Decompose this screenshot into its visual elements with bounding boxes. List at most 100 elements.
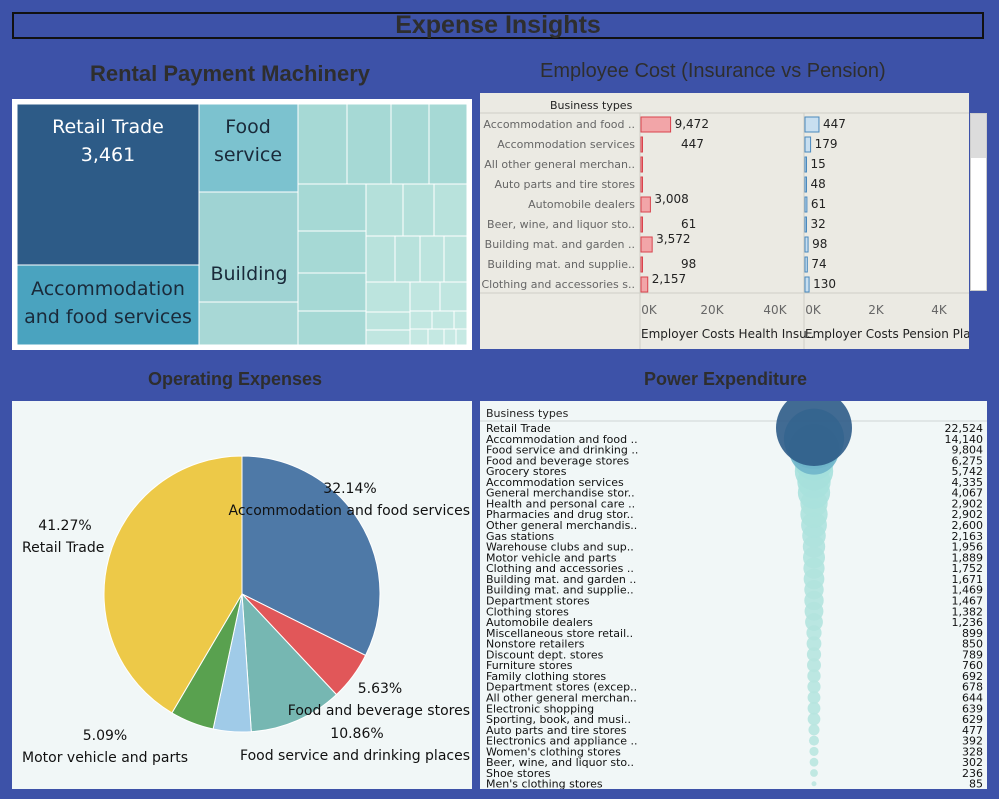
employee-bars: Accommodation and food .. Accommodation s… [481, 116, 948, 317]
power-value-label: 1,382 [952, 605, 984, 618]
power-value-label: 1,467 [952, 594, 984, 607]
power-circle[interactable] [807, 691, 821, 704]
pie-category-label: Motor vehicle and parts [22, 750, 188, 766]
employee-category-label: Beer, wine, and liquor sto.. [487, 218, 635, 231]
employee-bar-label: 15 [811, 157, 826, 171]
power-category-label: Pharmacies and drug stor.. [486, 508, 634, 521]
power-category-label: All other general merchan.. [486, 692, 637, 705]
employee-bar[interactable] [804, 236, 809, 253]
employee-bar[interactable] [640, 176, 643, 193]
power-value-label: 4,067 [952, 487, 984, 500]
pie-category-label: Accommodation and food services [229, 503, 471, 519]
employee-tick-label: 0K [641, 303, 658, 317]
power-circle[interactable] [807, 680, 821, 694]
power-value-label: 1,469 [952, 584, 984, 597]
power-circle[interactable] [807, 658, 821, 673]
power-value-label: 14,140 [945, 433, 984, 446]
power-circle[interactable] [776, 401, 852, 466]
employee-tick-label: 0K [805, 303, 822, 317]
employee-bar[interactable] [804, 196, 808, 213]
employee-bar[interactable] [804, 276, 810, 293]
power-category-label: Nonstore retailers [486, 638, 585, 651]
employee-bar[interactable] [804, 216, 807, 233]
power-category-label: Retail Trade [486, 422, 551, 435]
power-value-label: 692 [962, 670, 983, 683]
pie-pct-label: 5.09% [83, 728, 127, 744]
employee-scroll-thumb[interactable] [971, 114, 986, 158]
power-circle[interactable] [810, 769, 818, 777]
pie-labels: 32.14% Accommodation and food services 5.6… [22, 481, 470, 766]
power-value-label: 789 [962, 648, 983, 661]
employee-bar[interactable] [804, 176, 807, 193]
tm-value-retail: 3,461 [81, 144, 135, 166]
power-category-label: Motor vehicle and parts [486, 551, 617, 564]
employee-bar[interactable] [640, 136, 643, 153]
employee-bar[interactable] [640, 156, 643, 173]
pie-pct-label: 41.27% [38, 518, 91, 534]
employee-bar-label: 130 [813, 277, 836, 291]
power-category-label: Electronic shopping [486, 702, 594, 715]
power-value-label: 1,752 [952, 562, 984, 575]
power-value-label: 85 [969, 778, 983, 789]
employee-bar[interactable] [640, 236, 653, 253]
employee-bar[interactable] [804, 136, 812, 153]
employee-bar[interactable] [640, 276, 649, 293]
tm-cell-food-service[interactable] [198, 103, 299, 193]
power-category-label: Gas stations [486, 530, 554, 543]
employee-category-label: Clothing and accessories s.. [481, 278, 635, 291]
power-circle[interactable] [808, 735, 820, 746]
power-circle[interactable] [807, 712, 821, 726]
pie-slice[interactable] [103, 455, 243, 714]
power-circle[interactable] [807, 701, 821, 715]
employee-category-label: All other general merchan.. [484, 158, 635, 171]
power-circle[interactable] [806, 647, 822, 662]
employee-category-label: Building mat. and garden .. [485, 238, 635, 251]
tm-label-food-service-2: service [214, 144, 282, 166]
employee-bar[interactable] [640, 116, 672, 133]
power-category-label: Building mat. and supplie.. [486, 584, 634, 597]
power-category-label: Miscellaneous store retail.. [486, 627, 633, 640]
power-circle[interactable] [809, 757, 819, 767]
power-value-label: 1,956 [952, 541, 984, 554]
pie-pct-label: 32.14% [323, 481, 376, 497]
employee-bar[interactable] [804, 116, 820, 133]
pie-slice[interactable] [241, 592, 338, 733]
power-value-label: 477 [962, 724, 983, 737]
power-circle[interactable] [806, 636, 822, 651]
tm-cell-retail[interactable] [16, 103, 200, 266]
employee-bar-label: 61 [811, 197, 826, 211]
power-value-label: 4,335 [952, 476, 984, 489]
tm-cell-accommodation[interactable] [16, 264, 200, 346]
employee-bar-label: 447 [823, 117, 846, 131]
employee-bar-label: 48 [811, 177, 826, 191]
power-circle[interactable] [808, 724, 820, 736]
power-category-label: Women's clothing stores [486, 745, 621, 758]
power-circle[interactable] [807, 669, 821, 683]
power-value-label: 22,524 [945, 422, 984, 435]
tm-cell-building[interactable] [198, 191, 299, 303]
power-category-label: Shoe stores [486, 767, 551, 780]
employee-bar[interactable] [804, 156, 807, 173]
power-category-label: General merchandise stor.. [486, 487, 635, 500]
employee-bar[interactable] [640, 216, 643, 233]
power-value-label: 644 [962, 692, 983, 705]
tm-label-retail: Retail Trade [52, 116, 164, 138]
employee-bar-label: 98 [681, 257, 696, 271]
power-value-label: 639 [962, 702, 983, 715]
power-circle[interactable] [811, 781, 817, 787]
power-value-label: 2,600 [952, 519, 984, 532]
power-circle[interactable] [809, 746, 819, 756]
employee-tick-label: 20K [700, 303, 724, 317]
pie-slice[interactable] [241, 455, 381, 657]
employee-bar[interactable] [640, 256, 643, 273]
power-category-label: Other general merchandis.. [486, 519, 637, 532]
employee-bar-label: 98 [812, 237, 827, 251]
power-title: Power Expenditure [644, 369, 808, 389]
power-value-label: 760 [962, 659, 983, 672]
employee-bar[interactable] [804, 256, 808, 273]
pie-category-label: Food service and drinking places [240, 748, 470, 764]
pie-pct-label: 5.63% [358, 681, 402, 697]
tm-cell-small[interactable] [198, 301, 299, 346]
employee-bar[interactable] [640, 196, 651, 213]
power-category-label: Warehouse clubs and sup.. [486, 541, 634, 554]
